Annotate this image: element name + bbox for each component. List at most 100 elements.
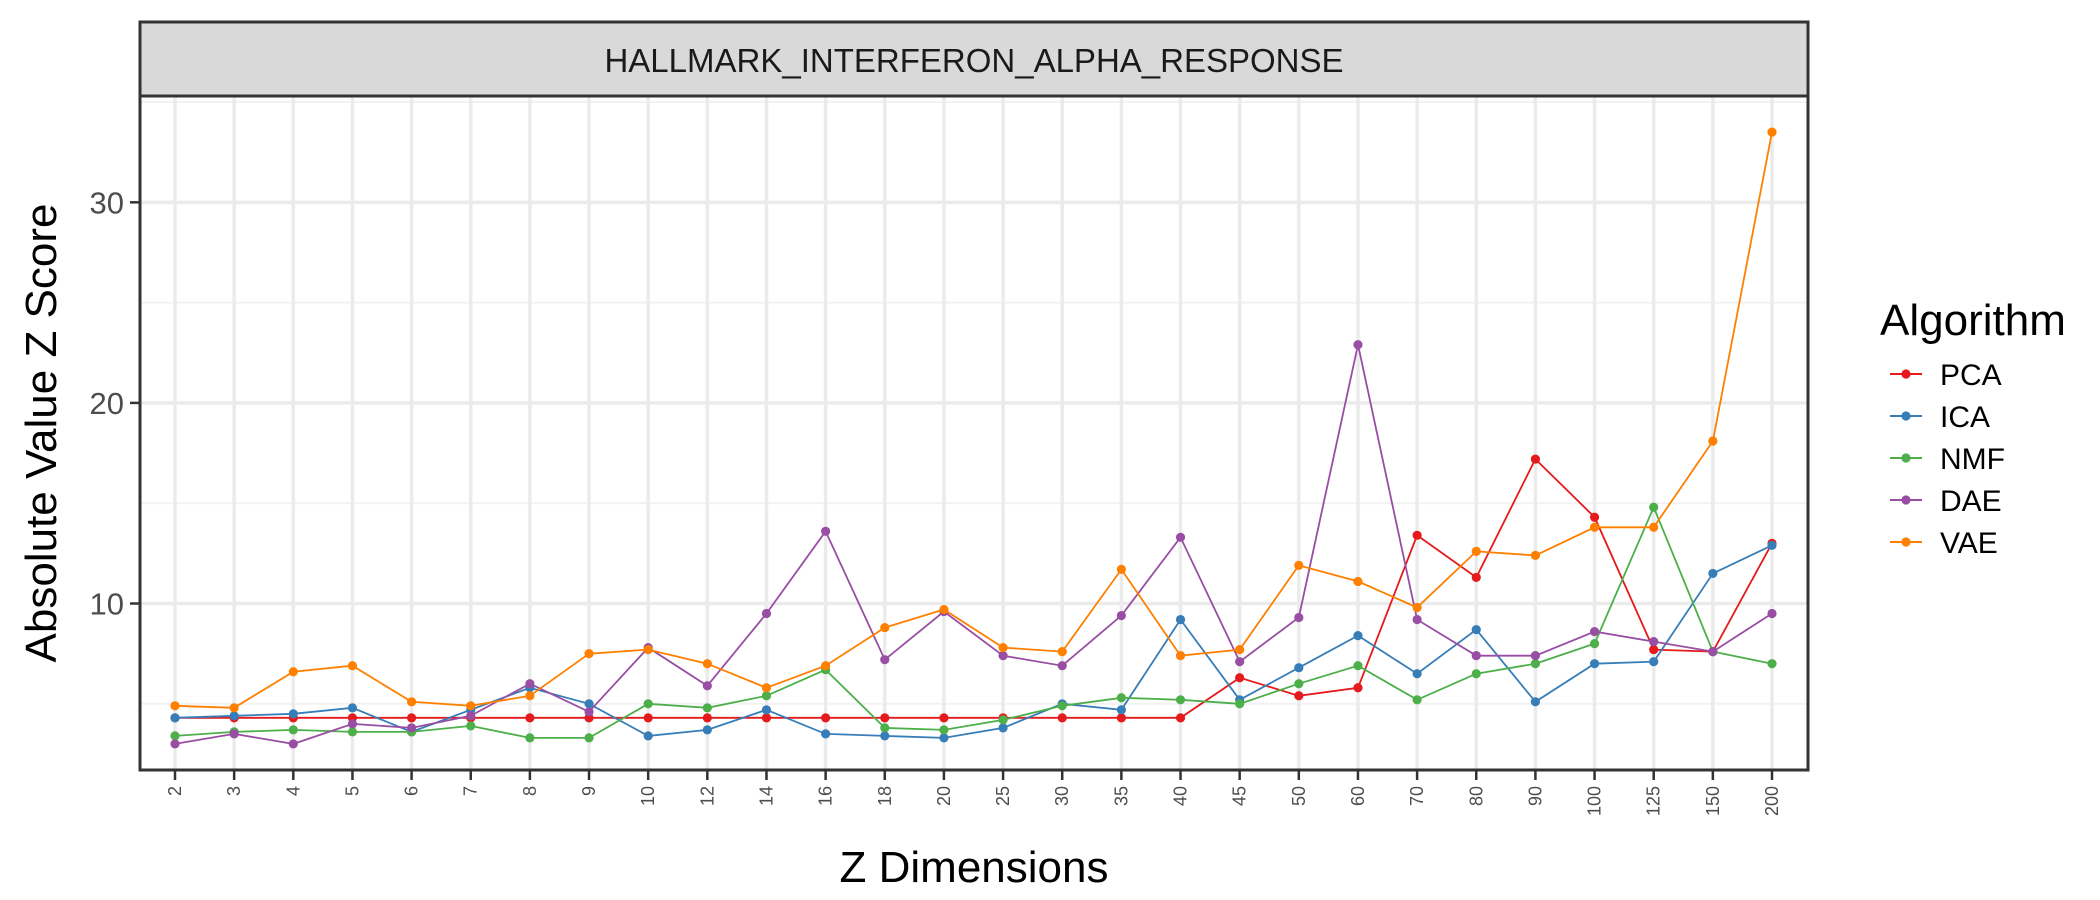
point-nmf bbox=[880, 723, 890, 733]
series-line-nmf bbox=[174, 504, 1773, 739]
point-pca bbox=[1471, 572, 1481, 583]
x-tick-label: 8 bbox=[520, 786, 540, 796]
point-ica bbox=[288, 709, 298, 719]
legend-items: PCA ICA NMF DAE VAE bbox=[1890, 359, 2005, 560]
point-nmf bbox=[525, 733, 535, 743]
point-pca bbox=[1353, 683, 1363, 693]
point-ica bbox=[821, 729, 831, 739]
x-tick-label: 18 bbox=[875, 786, 895, 806]
point-vae bbox=[702, 659, 712, 669]
y-tick-label: 30 bbox=[90, 185, 124, 220]
point-dae bbox=[229, 729, 239, 739]
legend-key-point bbox=[1901, 453, 1911, 463]
legend-item-vae: VAE bbox=[1890, 527, 1998, 560]
point-vae bbox=[1412, 602, 1422, 613]
point-dae bbox=[1589, 626, 1600, 637]
point-vae bbox=[1530, 550, 1541, 560]
point-vae bbox=[170, 701, 180, 711]
point-nmf bbox=[288, 725, 298, 735]
point-pca bbox=[761, 713, 772, 723]
point-dae bbox=[347, 719, 358, 729]
x-tick-label: 30 bbox=[1052, 786, 1072, 806]
point-dae bbox=[1708, 647, 1718, 657]
point-vae bbox=[998, 643, 1008, 653]
point-dae bbox=[1767, 608, 1777, 619]
point-pca bbox=[406, 713, 417, 723]
point-nmf bbox=[643, 699, 653, 709]
point-ica bbox=[1116, 705, 1126, 715]
point-vae bbox=[1708, 436, 1718, 446]
x-tick-label: 10 bbox=[638, 786, 658, 806]
major-gridlines bbox=[140, 96, 1808, 770]
point-nmf bbox=[1649, 502, 1659, 512]
point-pca bbox=[702, 713, 712, 723]
x-axis: 2 3 4 5 6 7 8 9 10 12 14 16 18 20 25 30 35 40 45 50 60 70 80 90… bbox=[165, 770, 1782, 816]
point-pca bbox=[1175, 713, 1186, 723]
point-vae bbox=[939, 604, 949, 615]
point-ica bbox=[1412, 669, 1422, 679]
legend-title: Algorithm bbox=[1880, 296, 2066, 345]
point-ica bbox=[880, 731, 890, 741]
point-vae bbox=[1294, 560, 1304, 570]
point-vae bbox=[1057, 647, 1067, 657]
point-dae bbox=[998, 651, 1008, 661]
series-layer bbox=[170, 127, 1777, 749]
legend-label: ICA bbox=[1940, 401, 1990, 434]
x-axis-title: Z Dimensions bbox=[840, 843, 1109, 892]
point-ica bbox=[347, 703, 358, 713]
x-tick-label: 3 bbox=[224, 786, 244, 796]
point-vae bbox=[761, 683, 772, 693]
point-dae bbox=[466, 711, 476, 721]
facet-strip: HALLMARK_INTERFERON_ALPHA_RESPONSE bbox=[138, 20, 1810, 98]
x-tick-label: 9 bbox=[579, 786, 599, 796]
point-ica bbox=[1589, 659, 1600, 669]
point-dae bbox=[1235, 657, 1245, 667]
point-ica bbox=[1175, 614, 1186, 625]
point-dae bbox=[584, 707, 594, 717]
point-pca bbox=[880, 713, 890, 723]
series-nmf bbox=[170, 502, 1777, 743]
point-nmf bbox=[1175, 695, 1186, 705]
point-nmf bbox=[1767, 659, 1777, 669]
point-vae bbox=[643, 645, 653, 655]
point-nmf bbox=[761, 691, 772, 701]
point-nmf bbox=[1530, 659, 1541, 669]
point-nmf bbox=[347, 727, 358, 737]
point-nmf bbox=[1235, 699, 1245, 709]
plot-area bbox=[138, 94, 1810, 772]
point-ica bbox=[1767, 540, 1777, 550]
point-ica bbox=[1353, 631, 1363, 641]
point-dae bbox=[702, 681, 712, 691]
y-axis: 10 20 30 bbox=[90, 185, 140, 622]
legend-key-point bbox=[1901, 411, 1911, 421]
x-tick-label: 40 bbox=[1171, 786, 1191, 806]
y-tick-label: 20 bbox=[90, 386, 124, 421]
point-nmf bbox=[1057, 701, 1067, 711]
point-ica bbox=[939, 733, 949, 743]
point-vae bbox=[1235, 645, 1245, 655]
plot-background bbox=[140, 96, 1808, 770]
x-tick-label: 35 bbox=[1111, 786, 1131, 806]
point-vae bbox=[406, 697, 417, 707]
point-dae bbox=[1057, 661, 1067, 671]
point-vae bbox=[1471, 546, 1481, 556]
point-vae bbox=[466, 701, 476, 711]
point-vae bbox=[1175, 651, 1186, 661]
legend-item-pca: PCA bbox=[1890, 359, 2002, 392]
legend-key-point bbox=[1901, 495, 1911, 505]
point-ica bbox=[643, 731, 653, 741]
point-pca bbox=[1294, 691, 1304, 701]
point-ica bbox=[1649, 657, 1659, 667]
point-pca bbox=[1116, 713, 1126, 723]
point-nmf bbox=[998, 715, 1008, 725]
series-line-ica bbox=[174, 544, 1773, 739]
x-tick-label: 50 bbox=[1289, 786, 1309, 806]
x-tick-label: 2 bbox=[165, 786, 185, 796]
legend-key-point bbox=[1901, 369, 1911, 379]
legend-label: VAE bbox=[1940, 527, 1998, 560]
x-tick-label: 20 bbox=[934, 786, 954, 806]
point-vae bbox=[1353, 576, 1363, 587]
series-line-dae bbox=[174, 344, 1773, 745]
x-tick-label: 14 bbox=[756, 786, 776, 806]
